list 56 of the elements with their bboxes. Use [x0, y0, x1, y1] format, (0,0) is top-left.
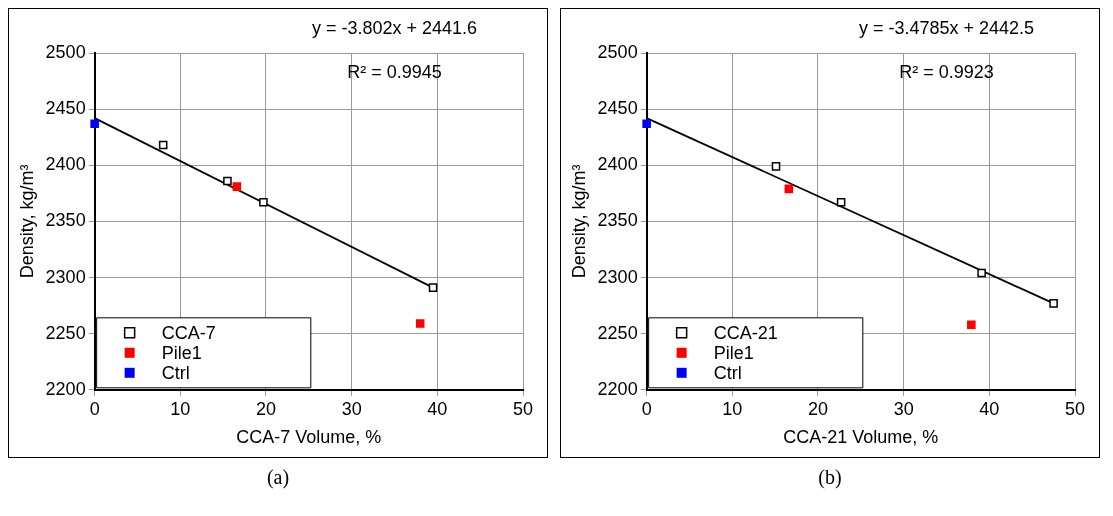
point [642, 119, 651, 129]
legend-label: CCA-7 [161, 322, 216, 343]
legend-label: Ctrl [713, 362, 742, 383]
point [967, 320, 976, 329]
y-tick-label: 2500 [597, 41, 638, 62]
legend-label: Ctrl [161, 362, 190, 383]
x-axis-title: CCA-7 Volume, % [236, 427, 382, 448]
legend-label: Pile1 [713, 342, 754, 363]
x-tick-label: 10 [722, 398, 743, 419]
x-tick-label: 30 [893, 398, 914, 419]
point [771, 162, 781, 171]
y-tick-label: 2200 [597, 378, 638, 399]
y-tick-label: 2250 [45, 322, 86, 343]
y-tick-label: 2500 [45, 41, 86, 62]
x-tick-label: 40 [427, 398, 448, 419]
point [428, 283, 438, 292]
point [415, 319, 425, 328]
x-axis-title: CCA-21 Volume, % [783, 427, 939, 448]
legend-label: CCA-21 [713, 322, 778, 343]
x-tick-label: 10 [170, 398, 191, 419]
point [90, 119, 99, 129]
point [232, 182, 242, 191]
annotation: R² = 0.9923 [899, 61, 994, 82]
y-axis-title: Density, kg/m³ [16, 164, 37, 279]
text: (b) [818, 466, 842, 489]
y-tick-label: 2200 [45, 378, 86, 399]
annotation: R² = 0.9945 [347, 61, 442, 82]
y-tick-label: 2400 [597, 154, 638, 175]
y-tick-label: 2450 [45, 98, 86, 119]
y-tick-label: 2300 [597, 266, 638, 287]
point [158, 140, 168, 150]
x-tick-label: 50 [512, 398, 534, 419]
point [223, 176, 232, 186]
x-tick-label: 30 [341, 398, 362, 419]
text: y = -3.802x + 2441.6 [311, 17, 478, 38]
y-tick-label: 2300 [45, 266, 86, 287]
y-tick-label: 2350 [597, 210, 638, 231]
point [977, 268, 986, 278]
x-tick-label: 50 [1064, 398, 1086, 419]
text: (a) [266, 466, 290, 489]
x-tick-label: 0 [641, 398, 652, 419]
x-tick-label: 20 [807, 398, 828, 419]
y-axis-title: Density, kg/m³ [568, 164, 589, 279]
x-tick-label: 20 [255, 398, 276, 419]
y-tick-label: 2400 [45, 154, 86, 175]
point [784, 184, 794, 194]
point [259, 198, 268, 207]
y-tick-label: 2450 [597, 98, 638, 119]
point [1049, 299, 1058, 308]
y-tick-label: 2250 [597, 322, 638, 343]
text: y = -3.4785x + 2442.5 [858, 17, 1035, 38]
x-tick-label: 0 [89, 398, 100, 419]
y-tick-label: 2350 [45, 210, 86, 231]
legend-label: Pile1 [161, 342, 202, 363]
point [836, 198, 846, 207]
x-tick-label: 40 [979, 398, 1000, 419]
